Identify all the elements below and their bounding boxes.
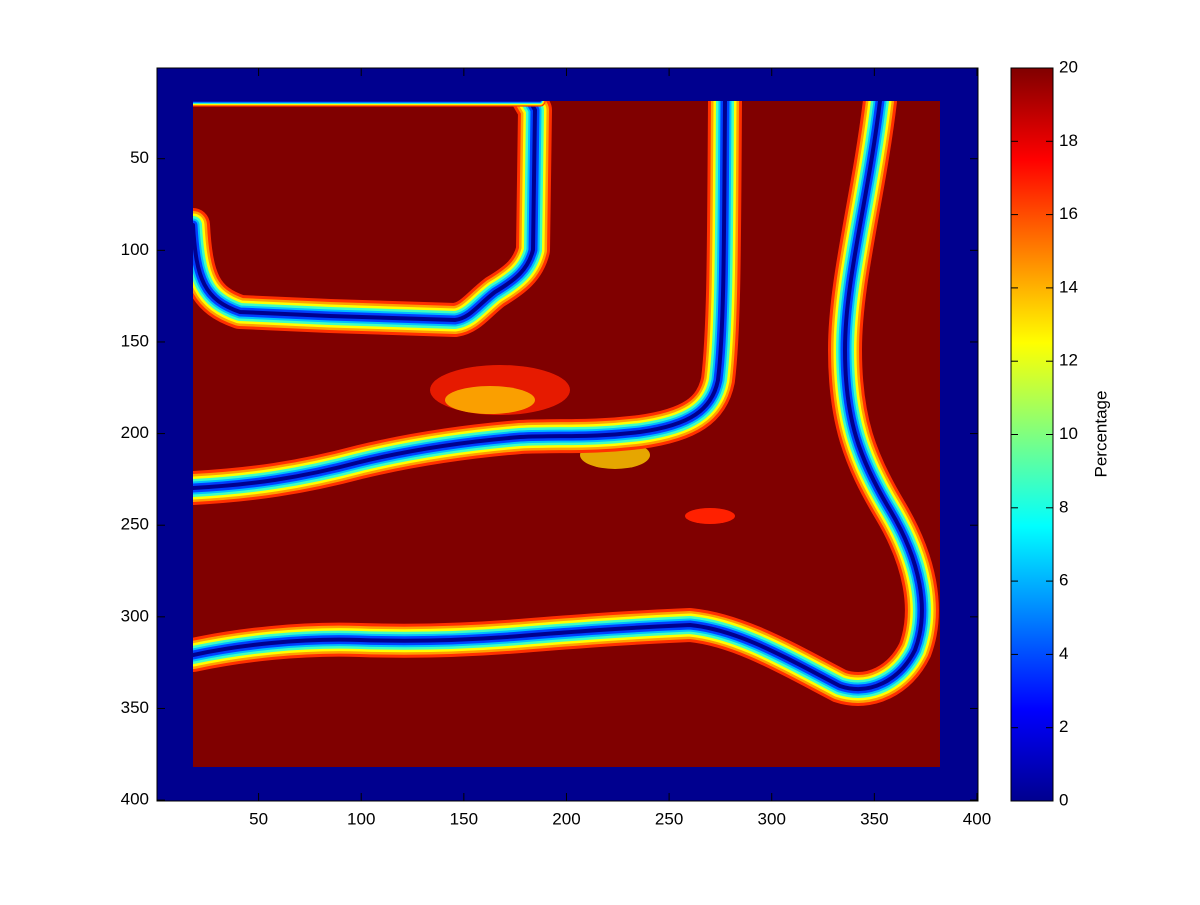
- x-tick-label: 250: [655, 809, 683, 828]
- x-tick-label: 50: [249, 809, 268, 828]
- heatmap-image: [157, 68, 978, 801]
- x-tick-label: 150: [450, 809, 478, 828]
- y-tick-label: 100: [121, 240, 149, 259]
- colorbar-tick-label: 16: [1059, 204, 1078, 223]
- colorbar-tick-label: 10: [1059, 424, 1078, 443]
- x-tick-label: 400: [963, 809, 991, 828]
- colorbar-tick-label: 8: [1059, 497, 1068, 516]
- colorbar-tick-label: 0: [1059, 790, 1068, 809]
- colorbar-tick-label: 18: [1059, 131, 1078, 150]
- axes-box: [156, 67, 979, 802]
- colorbar-tick-label: 6: [1059, 571, 1068, 590]
- colorbar-tick-label: 4: [1059, 644, 1068, 663]
- colorbar-tick-label: 20: [1059, 57, 1078, 76]
- x-tick-label: 350: [860, 809, 888, 828]
- heatmap-blob: [445, 386, 535, 414]
- x-tick-label: 300: [758, 809, 786, 828]
- colorbar-label: Percentage: [1091, 391, 1110, 478]
- y-tick-label: 350: [121, 698, 149, 717]
- heatmap-features: [193, 101, 922, 689]
- heatmap-blob: [685, 508, 735, 524]
- colorbar-tick-label: 12: [1059, 351, 1078, 370]
- y-tick-label: 300: [121, 606, 149, 625]
- y-tick-label: 150: [121, 331, 149, 350]
- y-tick-label: 250: [121, 515, 149, 534]
- y-tick-label: 400: [121, 790, 149, 809]
- colorbar-tick-label: 2: [1059, 717, 1068, 736]
- colorbar-tick-label: 14: [1059, 277, 1078, 296]
- y-tick-label: 200: [121, 423, 149, 442]
- x-tick-label: 100: [347, 809, 375, 828]
- x-tick-label: 200: [552, 809, 580, 828]
- y-tick-label: 50: [130, 148, 149, 167]
